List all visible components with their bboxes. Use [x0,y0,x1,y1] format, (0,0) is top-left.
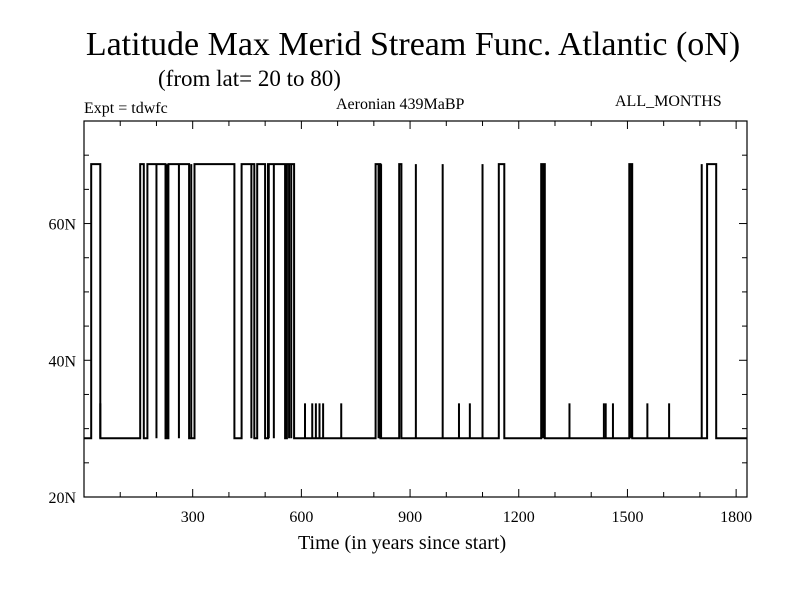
tick-labels: 300 600 900 1200 1500 1800 40N 60N 20N [48,217,752,526]
months-label: ALL_MONTHS [615,93,722,110]
x-tick-label: 1800 [720,509,752,526]
chart-subtitle: (from lat= 20 to 80) [158,66,341,91]
plot-frame [83,120,748,498]
x-tick-label: 900 [398,509,422,526]
chart-title: Latitude Max Merid Stream Func. Atlantic… [85,26,741,63]
series-line [84,163,747,440]
period-label: Aeronian 439MaBP [336,96,465,113]
x-tick-label: 300 [181,509,205,526]
y-tick-label: 60N [48,217,76,234]
x-tick-label: 1500 [611,509,643,526]
x-tick-label: 1200 [503,509,535,526]
axis-ticks [84,121,747,497]
experiment-label: Expt = tdwfc [84,100,168,117]
y-tick-label: 40N [48,353,76,370]
x-axis-label: Time (in years since start) [298,532,507,554]
y-tick-label: 20N [48,490,76,507]
x-tick-label: 600 [289,509,313,526]
series-group [84,163,747,440]
